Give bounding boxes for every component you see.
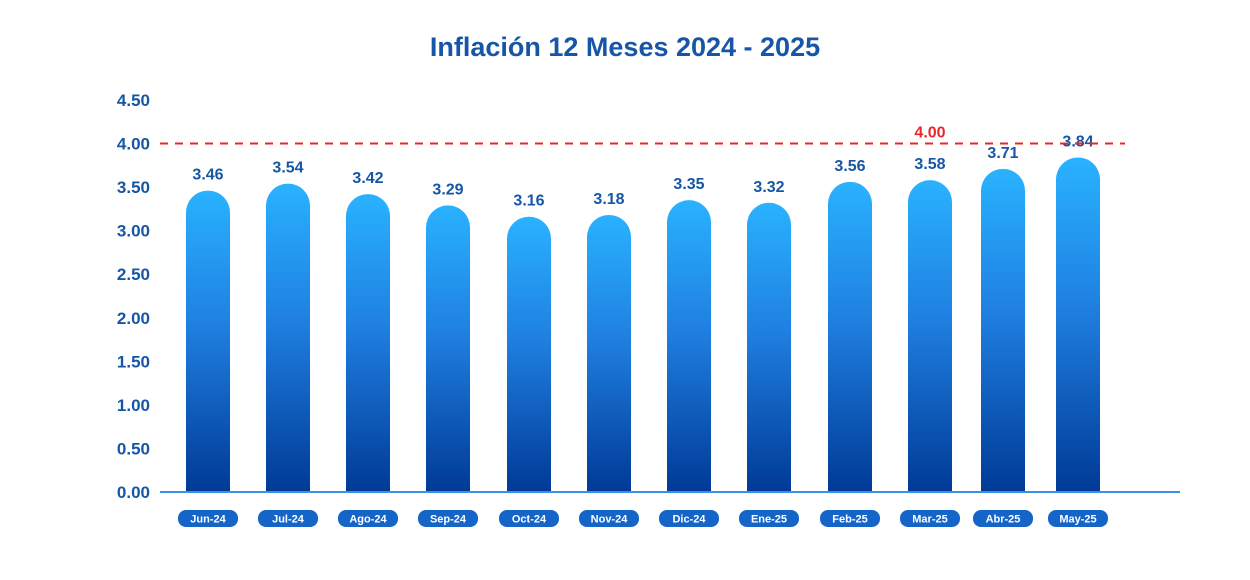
bars: 3.46 3.54 3.42 3.29 3.16 3.18 3.35 3.32 3.56 3.58… <box>186 133 1100 493</box>
x-tick-pill <box>418 510 478 527</box>
chart-title: Inflación 12 Meses 2024 - 2025 <box>430 32 820 62</box>
bar <box>667 200 711 492</box>
data-label: 3.56 <box>834 158 865 175</box>
y-tick-label: 4.00 <box>117 135 150 154</box>
data-label: 3.42 <box>352 170 383 187</box>
x-tick-label: Feb-25 <box>832 514 867 526</box>
x-tick-label: Sep-24 <box>430 514 467 526</box>
bar <box>507 216 551 493</box>
bar <box>828 181 872 492</box>
bar <box>426 205 470 492</box>
x-tick-label: Oct-24 <box>512 514 547 526</box>
x-tick-label: Abr-25 <box>986 514 1021 526</box>
data-label: 3.29 <box>432 181 463 198</box>
x-tick-label: May-25 <box>1059 514 1096 526</box>
x-tick-pill <box>338 510 398 527</box>
reference-line-label: 4.00 <box>914 125 945 142</box>
x-tick-label: Nov-24 <box>591 514 629 526</box>
y-tick-label: 3.00 <box>117 222 150 241</box>
y-tick-label: 0.50 <box>117 439 150 458</box>
bar <box>1056 157 1100 492</box>
data-label: 3.16 <box>513 193 544 210</box>
data-label: 3.32 <box>753 179 784 196</box>
x-tick-pill <box>178 510 238 527</box>
x-tick-pill <box>258 510 318 527</box>
bar <box>908 180 952 493</box>
y-tick-label: 3.50 <box>117 178 150 197</box>
bar <box>266 183 310 493</box>
data-label: 3.46 <box>192 167 223 184</box>
x-tick-pill <box>900 510 960 527</box>
x-tick-pill <box>820 510 880 527</box>
x-tick-pill <box>659 510 719 527</box>
reference-line-group: 4.00 <box>160 125 1125 145</box>
bar <box>186 190 230 492</box>
x-tick-label: Dic-24 <box>672 514 706 526</box>
data-label: 3.18 <box>593 191 624 208</box>
bar <box>587 214 631 492</box>
x-axis: Jun-24 Jul-24 Ago-24 Sep-24 Oct-24 Nov-24 Dic-… <box>160 491 1180 527</box>
x-tick-label: Jun-24 <box>190 514 226 526</box>
data-label: 3.71 <box>987 145 1018 162</box>
data-label: 3.58 <box>914 156 945 173</box>
x-tick-pill <box>499 510 559 527</box>
y-tick-label: 0.00 <box>117 483 150 502</box>
x-tick-pill <box>1048 510 1108 527</box>
y-tick-label: 2.50 <box>117 265 150 284</box>
x-tick-label: Ene-25 <box>751 514 787 526</box>
x-tick-pill <box>579 510 639 527</box>
bar <box>981 168 1025 492</box>
y-tick-label: 1.50 <box>117 352 150 371</box>
x-tick-label: Mar-25 <box>912 514 947 526</box>
y-tick-label: 2.00 <box>117 309 150 328</box>
x-tick-label: Ago-24 <box>349 514 387 526</box>
y-tick-label: 1.00 <box>117 396 150 415</box>
x-tick-label: Jul-24 <box>272 514 305 526</box>
x-tick-pill <box>739 510 799 527</box>
y-tick-label: 4.50 <box>117 91 150 110</box>
data-label: 3.35 <box>673 176 704 193</box>
y-axis: 0.00 0.50 1.00 1.50 2.00 2.50 3.00 3.50 4.00 4.50 <box>117 91 150 502</box>
bar <box>747 202 791 492</box>
bar <box>346 194 390 492</box>
x-tick-pill <box>973 510 1033 527</box>
data-label: 3.84 <box>1062 133 1093 150</box>
data-label: 3.54 <box>272 160 303 177</box>
